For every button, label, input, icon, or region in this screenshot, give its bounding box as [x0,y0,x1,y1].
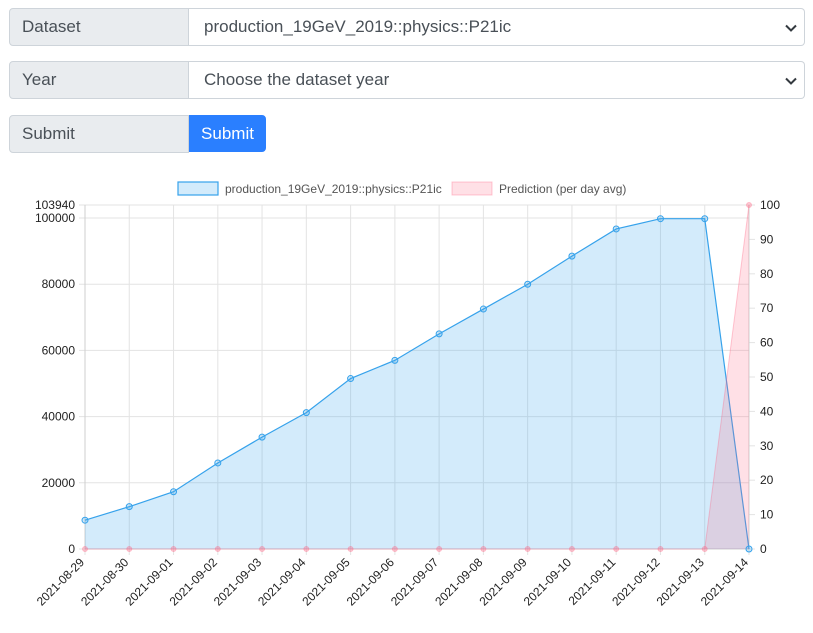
year-form-row: Year Choose the dataset year [9,61,805,99]
dataset-select[interactable]: production_19GeV_2019::physics::P21ic [189,8,805,46]
production-point [258,433,266,441]
y-right-tick-label: 30 [760,439,774,453]
y-left-tick-label: 40000 [42,410,76,424]
prediction-point [126,546,133,552]
production-point [170,488,178,496]
y-left-tick-label: 60000 [42,343,76,357]
prediction-point [214,546,221,552]
production-point [125,503,133,511]
series-line-prediction [85,204,750,550]
dataset-label: Dataset [9,8,189,46]
y-right-tick-label: 90 [760,232,774,246]
y-left-tick-label: 0 [68,542,75,556]
production-point [214,459,222,467]
prediction-point [524,546,531,552]
prediction-point [657,546,664,552]
y-right-tick-label: 20 [760,473,774,487]
production-point [745,545,753,553]
prediction-point [82,546,88,552]
production-point [81,516,89,524]
prediction-point [436,546,443,552]
series-area-production [85,218,749,549]
prediction-point [391,546,398,552]
prediction-point [259,546,266,552]
production-point [479,305,487,313]
submit-label: Submit [9,115,189,153]
legend-label-production: production_19GeV_2019::physics::P21ic [225,182,442,196]
production-point [656,215,664,223]
y-right-tick-label: 0 [760,542,767,556]
chevron-down-icon [785,24,797,32]
y-left-tick-label: 100000 [35,211,75,225]
production-point [347,375,355,383]
production-point [701,215,709,223]
prediction-point [347,546,354,552]
x-tick-label: 2021-09-14 [698,555,752,609]
production-point [391,356,399,364]
legend-swatch-prediction [451,181,493,196]
prediction-point [303,546,310,552]
y-right-tick-label: 60 [760,336,774,350]
y-right-tick-label: 100 [760,198,780,212]
year-select-value: Choose the dataset year [204,70,390,89]
prediction-point [568,546,575,552]
dataset-form-row: Dataset production_19GeV_2019::physics::… [9,8,805,46]
year-select[interactable]: Choose the dataset year [189,61,805,99]
y-right-tick-label: 80 [760,267,774,281]
legend-swatch-production [177,181,219,196]
prediction-point [170,546,177,552]
dataset-select-value: production_19GeV_2019::physics::P21ic [204,17,512,36]
legend-label-prediction: Prediction (per day avg) [499,182,626,196]
y-left-tick-label: 20000 [42,476,76,490]
y-left-tick-label: 80000 [42,277,76,291]
y-right-tick-label: 10 [760,508,774,522]
chevron-down-icon [785,77,797,85]
y-left-tick-label: 103940 [35,198,75,212]
y-right-tick-label: 70 [760,301,774,315]
prediction-point [701,546,708,552]
y-right-tick-label: 50 [760,370,774,384]
prediction-point [480,546,487,552]
prediction-point [746,202,752,208]
production-point [524,280,532,288]
production-point [435,330,443,338]
prediction-point [613,546,620,552]
submit-button[interactable]: Submit [189,115,266,152]
production-point [302,409,310,417]
year-label: Year [9,61,189,99]
production-point [568,252,576,260]
x-tick-label: 2021-09-10 [521,555,575,609]
y-right-tick-label: 40 [760,404,774,418]
submit-form-row: Submit Submit [9,115,269,153]
series-line-production [84,218,750,550]
production-point [612,225,620,233]
